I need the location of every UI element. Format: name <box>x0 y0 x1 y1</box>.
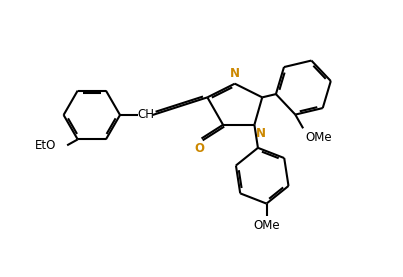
Text: OMe: OMe <box>253 219 280 232</box>
Text: OMe: OMe <box>305 132 332 144</box>
Text: N: N <box>256 127 266 140</box>
Text: CH: CH <box>137 109 154 122</box>
Text: O: O <box>195 142 205 155</box>
Text: N: N <box>230 67 240 80</box>
Text: EtO: EtO <box>35 139 56 152</box>
